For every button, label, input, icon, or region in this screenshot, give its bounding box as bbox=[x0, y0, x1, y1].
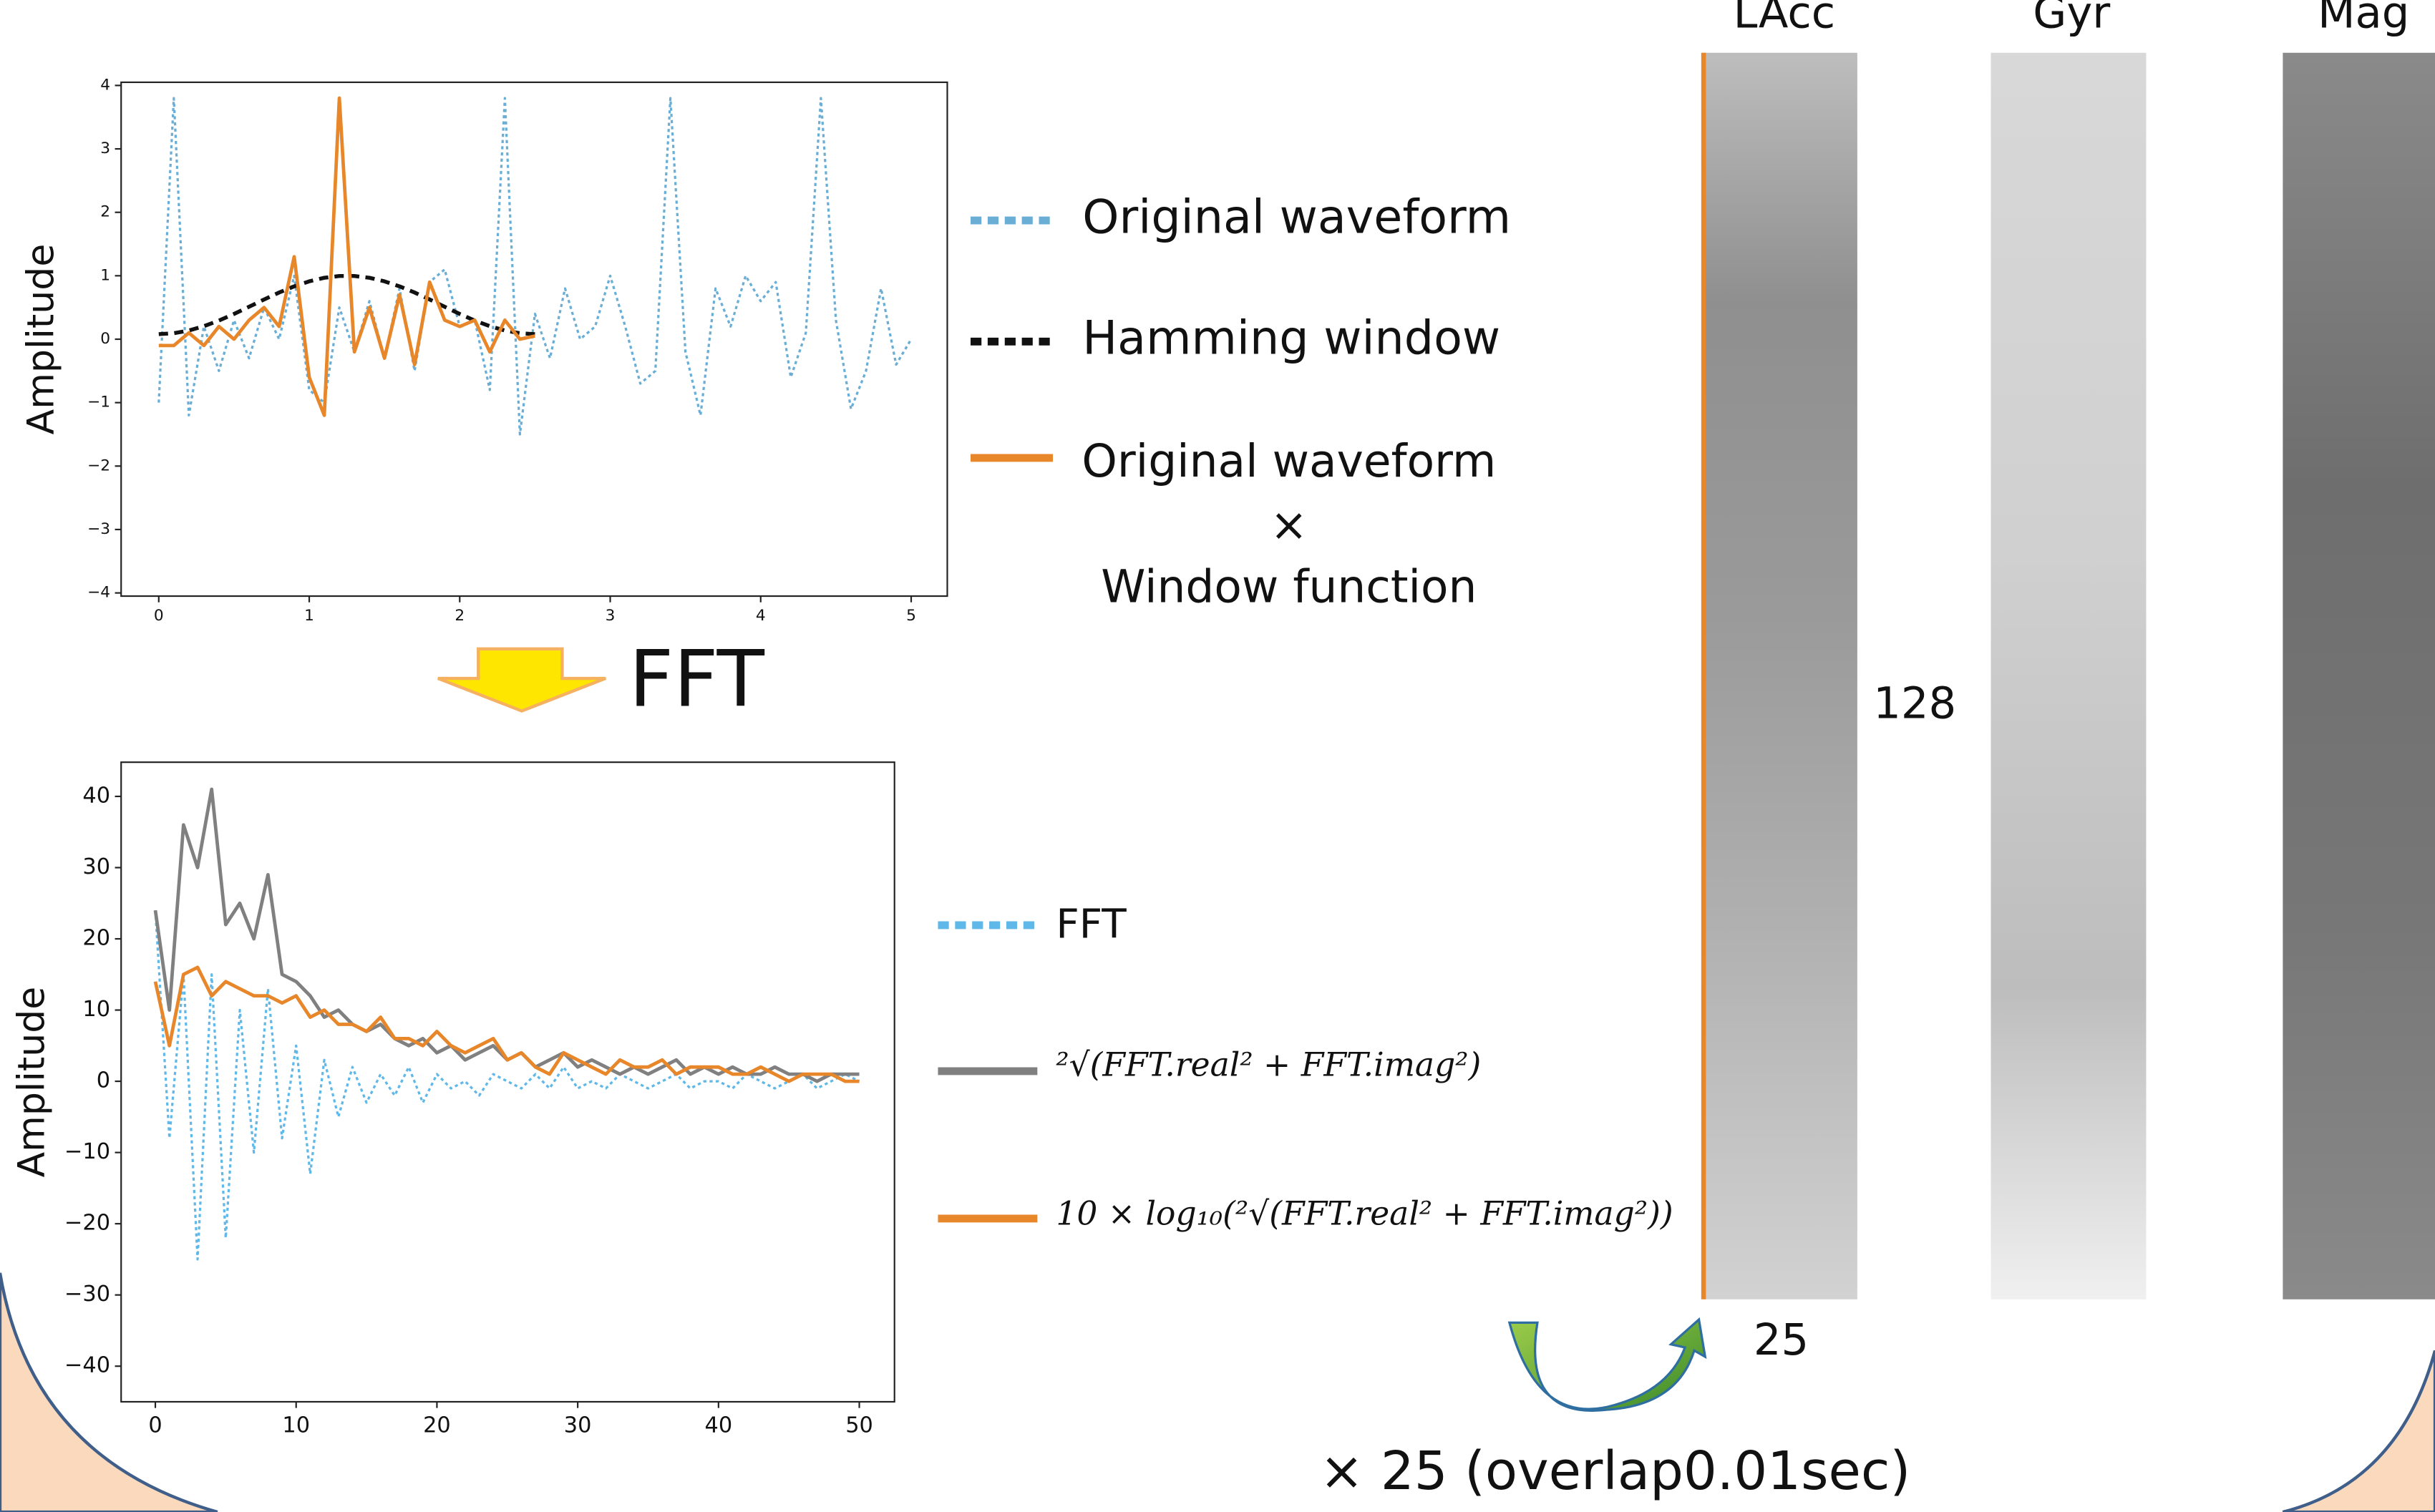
y-tick-label: 0 bbox=[100, 330, 110, 348]
gyr-strip bbox=[1991, 52, 2147, 1299]
y-tick-label: 2 bbox=[100, 203, 110, 221]
y-tick-label: −4 bbox=[87, 584, 110, 602]
x-tick-label: 2 bbox=[455, 607, 465, 625]
x-tick-label: 4 bbox=[756, 607, 766, 625]
legend-label: Original waveform × Window function bbox=[1082, 434, 1497, 614]
channel-label: LAcc bbox=[1734, 0, 1836, 38]
x-tick-label: 1 bbox=[304, 607, 314, 625]
channel-label: Mag bbox=[2318, 0, 2409, 38]
fft-label: FFT bbox=[629, 633, 765, 724]
series-line bbox=[154, 910, 860, 1261]
legend-label: ²√(FFT.real² + FFT.imag²) bbox=[1056, 1046, 1482, 1084]
y-tick-label: −3 bbox=[87, 520, 110, 538]
x-tick-label: 3 bbox=[606, 607, 616, 625]
mag-strip bbox=[2283, 52, 2435, 1299]
series-line bbox=[158, 96, 535, 417]
plot-frame bbox=[120, 761, 895, 1403]
y-tick-label: 4 bbox=[100, 76, 110, 94]
y-tick-label: 30 bbox=[82, 854, 110, 879]
legend-box: ²√(FFT.real² + FFT.imag²) bbox=[1056, 1046, 1482, 1084]
x-tick-label: 30 bbox=[564, 1413, 592, 1438]
height-label: 128 bbox=[1873, 679, 1956, 729]
y-tick-label: −2 bbox=[87, 457, 110, 474]
y-tick-label: 3 bbox=[100, 140, 110, 157]
series-line bbox=[153, 965, 860, 1083]
x-tick-label: 20 bbox=[423, 1413, 451, 1438]
legend-label: Hamming window bbox=[1082, 312, 1501, 366]
y-tick-label: 10 bbox=[82, 997, 110, 1022]
y-tick-label: 1 bbox=[100, 266, 110, 284]
corner-decoration bbox=[0, 1272, 218, 1512]
x-tick-label: 0 bbox=[148, 1413, 162, 1438]
legend-box: 10 × log₁₀(²√(FFT.real² + FFT.imag²)) bbox=[1056, 1195, 1673, 1233]
y-tick-label: 0 bbox=[97, 1068, 110, 1093]
y-tick-label: −20 bbox=[64, 1211, 110, 1236]
legend-label: 10 × log₁₀(²√(FFT.real² + FFT.imag²)) bbox=[1056, 1195, 1673, 1233]
plot-frame bbox=[120, 81, 948, 598]
y-tick-label: −40 bbox=[64, 1353, 110, 1378]
legend-label: Original waveform bbox=[1082, 190, 1512, 245]
corner-decoration bbox=[2282, 1350, 2435, 1512]
lacc-strip bbox=[1703, 52, 1857, 1299]
y-tick-label: −1 bbox=[87, 394, 110, 411]
legend-box: Hamming window bbox=[1082, 312, 1501, 366]
y-tick-label: −10 bbox=[64, 1139, 110, 1164]
repeat-arrow bbox=[1507, 1317, 1707, 1412]
y-tick-label: 40 bbox=[82, 783, 110, 808]
fft-arrow bbox=[437, 647, 606, 713]
x-tick-label: 0 bbox=[154, 607, 164, 625]
x-tick-label: 5 bbox=[906, 607, 916, 625]
repeat-label: × 25 (overlap0.01sec) bbox=[1320, 1441, 1911, 1502]
legend-label: FFT bbox=[1056, 902, 1127, 949]
legend-box: Original waveform × Window function bbox=[1082, 434, 1497, 614]
legend-box: Original waveform bbox=[1082, 190, 1512, 245]
y-axis-label: Amplitude bbox=[20, 244, 63, 435]
y-tick-label: −30 bbox=[64, 1282, 110, 1307]
series-line bbox=[157, 97, 913, 436]
channel-label: Gyr bbox=[2033, 0, 2110, 38]
legend-box: FFT bbox=[1056, 902, 1127, 949]
y-axis-label: Amplitude bbox=[11, 987, 54, 1178]
y-tick-label: 20 bbox=[82, 926, 110, 951]
x-tick-label: 50 bbox=[845, 1413, 873, 1438]
x-tick-label: 10 bbox=[282, 1413, 310, 1438]
width-label: 25 bbox=[1754, 1315, 1809, 1365]
x-tick-label: 40 bbox=[705, 1413, 733, 1438]
